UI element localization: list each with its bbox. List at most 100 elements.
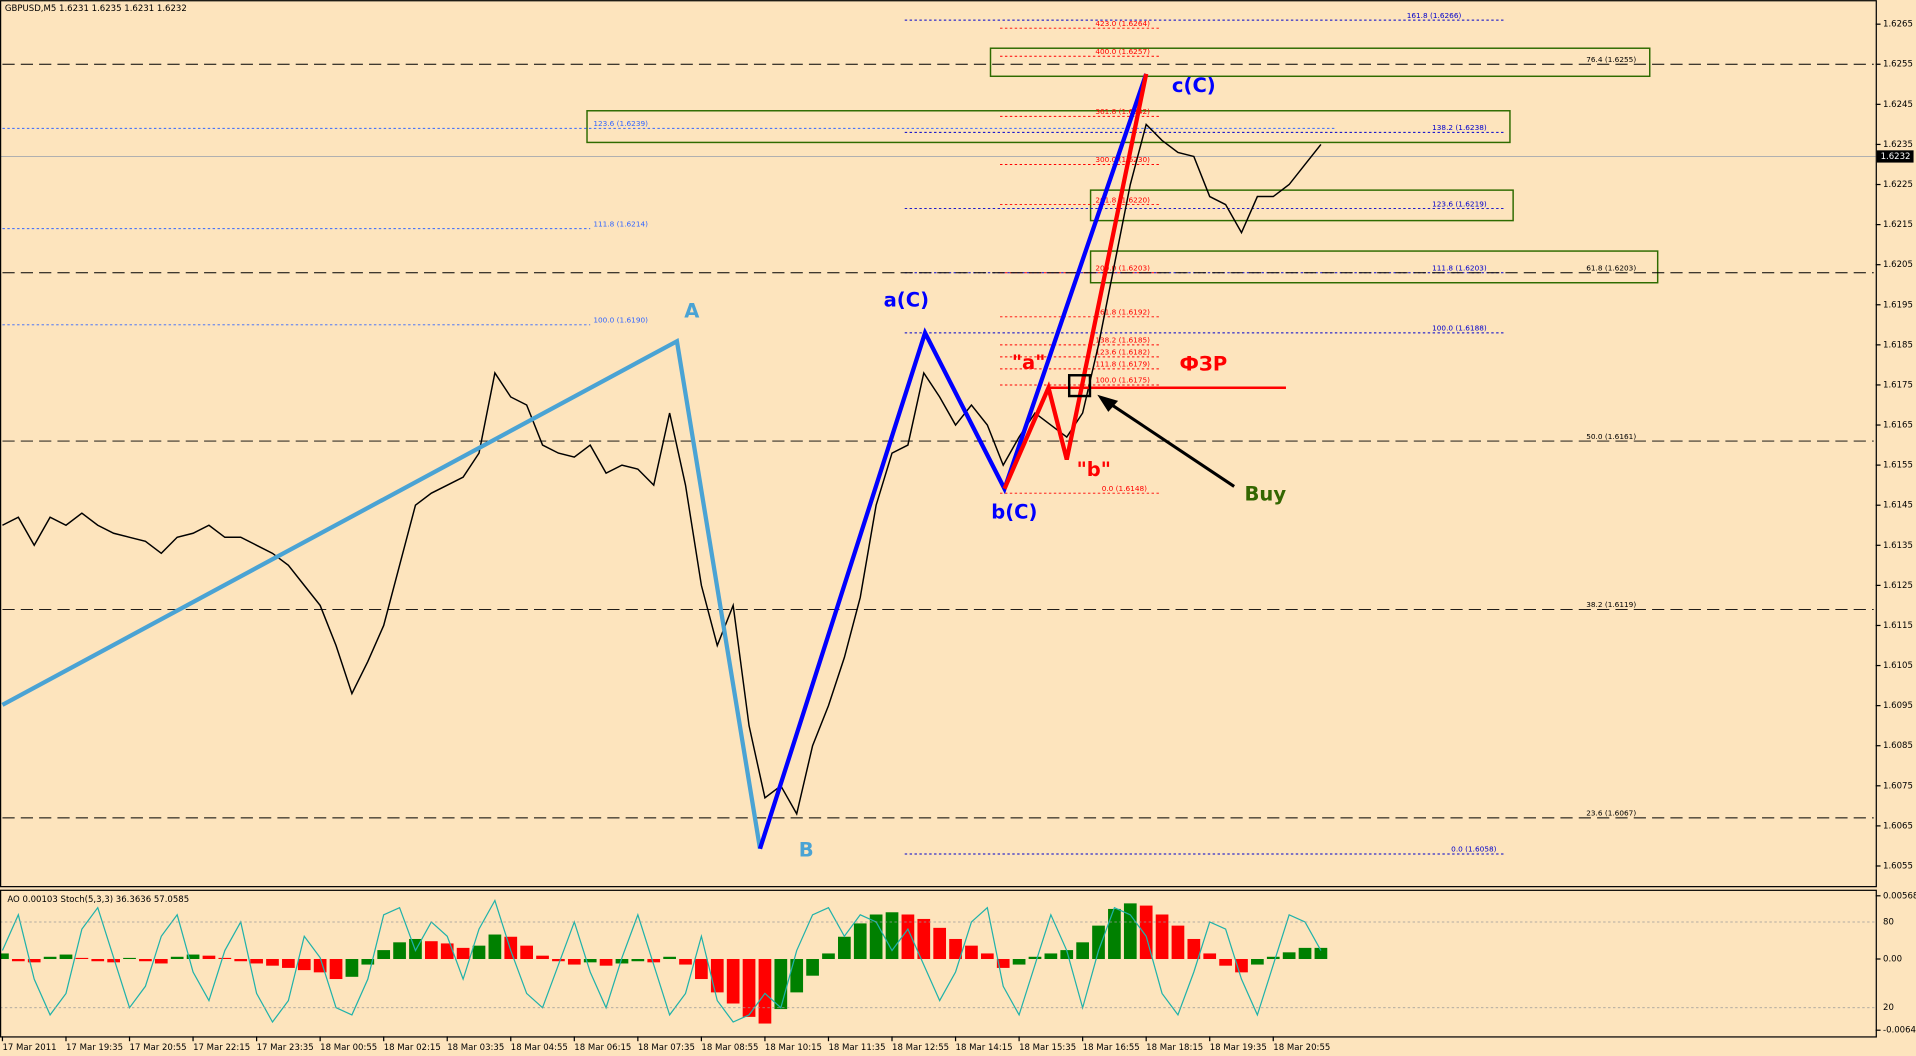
ao-bar	[790, 959, 804, 993]
ao-bar	[869, 914, 883, 960]
x-tick-label: 18 Mar 04:55	[511, 1043, 568, 1053]
fib-label: 161.8 (1.6192)	[1095, 308, 1150, 317]
ao-bar	[663, 956, 676, 960]
ao-bar	[917, 918, 931, 960]
wave-label: B	[799, 839, 814, 862]
ao-bar	[679, 959, 692, 965]
ao-bar	[822, 953, 835, 960]
wave-line	[757, 73, 1149, 850]
wave-label: ФЗР	[1180, 352, 1228, 375]
ao-bar	[996, 959, 1010, 968]
fib-label: 161.8 (1.6266)	[1407, 11, 1462, 20]
fib-label: 400.0 (1.6257)	[1095, 47, 1150, 56]
wave-label: b(C)	[991, 501, 1037, 524]
x-tick-label: 18 Mar 08:55	[701, 1043, 758, 1053]
wave-label: A	[684, 299, 700, 322]
ao-bar	[27, 959, 41, 963]
ao-bar	[536, 955, 549, 960]
ao-bar	[774, 959, 788, 1010]
current-price-box	[1876, 150, 1914, 163]
x-tick-label: 18 Mar 12:55	[892, 1043, 949, 1053]
x-tick-label: 18 Mar 11:35	[828, 1043, 885, 1053]
x-tick-label: 18 Mar 03:35	[447, 1043, 504, 1053]
ao-bar	[933, 927, 947, 960]
ind-y-tick-label: 0.00	[1883, 955, 1902, 965]
price-line	[2, 122, 1322, 816]
fib-label: 0.0 (1.6058)	[1451, 845, 1496, 854]
ao-bar	[1219, 959, 1232, 966]
ao-bar	[615, 959, 629, 964]
fib-zone	[989, 47, 1651, 78]
wave-label: "a"	[1012, 351, 1046, 374]
y-tick-label: 1.6225	[1883, 180, 1913, 190]
entry-box	[1067, 374, 1092, 398]
y-tick-label: 1.6165	[1883, 421, 1913, 431]
fib-zone	[586, 110, 1511, 144]
fib-label: 123.6 (1.6239)	[593, 119, 648, 128]
ao-bar	[901, 914, 915, 960]
y-tick-label: 1.6215	[1883, 220, 1913, 230]
main-frame	[0, 0, 1877, 888]
wave-line	[1, 337, 763, 850]
fib-label: 76.4 (1.6255)	[1586, 55, 1636, 64]
ao-bar	[980, 953, 994, 960]
ao-bar	[1076, 942, 1089, 960]
plot-layer: 123.6 (1.6239) 111.8 (1.6214) 100.0 (1.619…	[0, 11, 1876, 1024]
ao-bar	[488, 934, 502, 960]
ao-bar	[599, 959, 613, 966]
ao-bar	[91, 959, 105, 962]
fib-label: 300.0 (1.6230)	[1095, 155, 1150, 164]
y-tick-label: 1.6145	[1883, 501, 1913, 511]
ao-bar	[123, 957, 136, 960]
ao-bar	[583, 959, 597, 963]
fib-label: 100.0 (1.6188)	[1432, 324, 1487, 333]
stoch-line	[1, 898, 1322, 1024]
ao-bar	[758, 959, 772, 1024]
ao-bar	[520, 945, 534, 960]
arrow-head	[1097, 394, 1119, 412]
ao-bar	[282, 959, 295, 968]
x-tick-label: 18 Mar 16:55	[1083, 1043, 1140, 1053]
ao-bar	[170, 956, 184, 960]
x-tick-label: 17 Mar 23:35	[257, 1043, 314, 1053]
ao-bar	[234, 959, 248, 962]
x-tick-label: 18 Mar 18:15	[1146, 1043, 1203, 1053]
fib-label: 111.8 (1.6179)	[1095, 360, 1150, 369]
ao-bar	[1282, 952, 1296, 960]
fib-label: 38.2 (1.6119)	[1586, 600, 1636, 609]
fib-label: 423.0 (1.6264)	[1095, 19, 1150, 28]
ao-bar	[1108, 908, 1121, 960]
ao-bar	[0, 953, 9, 960]
ao-bar	[393, 942, 406, 960]
fib-label: 261.8 (1.6220)	[1095, 195, 1150, 204]
ao-bar	[631, 959, 645, 962]
x-tick-label: 18 Mar 06:15	[574, 1043, 631, 1053]
ao-bar	[695, 959, 708, 980]
current-price-label: 1.6232	[1881, 152, 1911, 162]
ao-bar	[1044, 953, 1058, 960]
wave-line	[1002, 73, 1149, 490]
x-tick-label: 18 Mar 20:55	[1273, 1043, 1330, 1053]
fib-label: 61.8 (1.6203)	[1586, 263, 1636, 272]
ind-y-tick-label: 0.00568	[1883, 891, 1916, 901]
ind-y2-tick-label: 80	[1883, 917, 1894, 927]
indicator-title: AO 0.00103 Stoch(5,3,3) 36.3636 57.0585	[7, 895, 189, 905]
fib-label: 200.0 (1.6203)	[1095, 263, 1150, 272]
wave-label: c(C)	[1172, 74, 1216, 97]
ao-bar	[43, 956, 57, 960]
y-tick-label: 1.6195	[1883, 300, 1913, 310]
ao-bar	[1155, 914, 1169, 960]
ao-bar	[647, 959, 661, 963]
ao-bar	[329, 959, 343, 980]
fib-label: 138.2 (1.6185)	[1095, 336, 1150, 345]
ao-bar	[853, 923, 867, 960]
y-tick-label: 1.6095	[1883, 701, 1913, 711]
ao-bar	[1060, 950, 1074, 960]
x-tick-label: 17 Mar 2011	[2, 1043, 56, 1053]
ao-bar	[250, 959, 263, 964]
y-tick-label: 1.6065	[1883, 821, 1913, 831]
x-tick-label: 18 Mar 00:55	[320, 1043, 377, 1053]
ao-bar	[361, 959, 375, 965]
ao-bar	[1314, 947, 1328, 960]
